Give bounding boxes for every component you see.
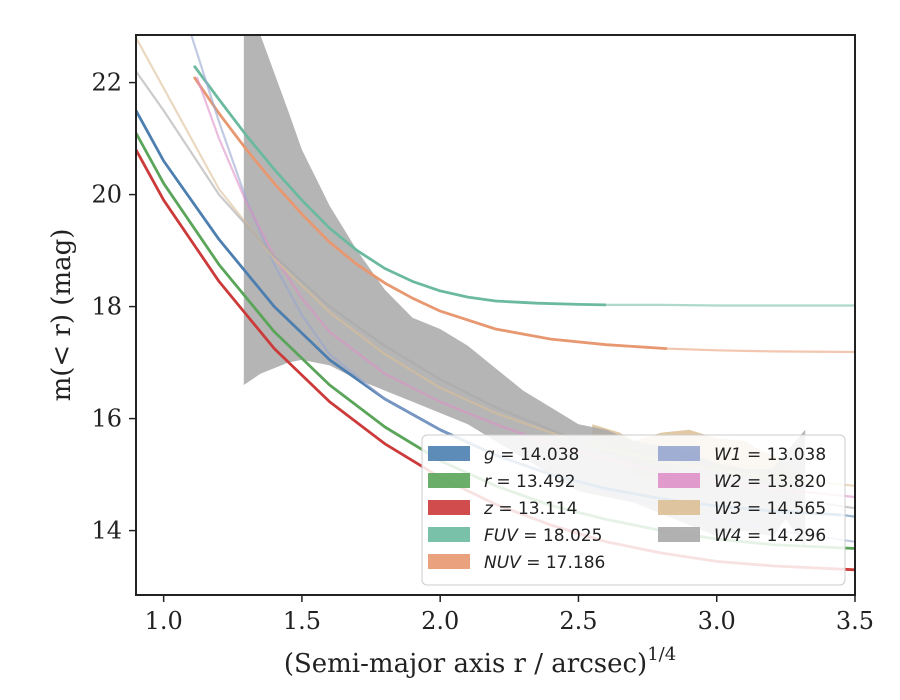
y-axis-title: m(< r) (mag) [47, 229, 77, 402]
legend-swatch-r [428, 473, 470, 488]
legend-box [421, 434, 846, 586]
x-tick-label: 2.5 [559, 607, 597, 635]
x-axis-title: (Semi-major axis r / arcsec)1/4 [284, 644, 676, 679]
extrapolation-nuv [666, 347, 855, 354]
y-tick-label: 14 [91, 517, 122, 545]
y-tick-label: 16 [91, 405, 122, 433]
legend-label-w1: W1 = 13.038 [714, 445, 826, 465]
plot-frame [135, 34, 856, 596]
legend-swatch-nuv [428, 554, 470, 569]
legend-label-fuv: FUV = 18.025 [484, 526, 602, 546]
y-tick-label: 22 [91, 69, 122, 97]
legend-label-w4: W4 = 14.296 [714, 526, 826, 546]
line-fuv [192, 64, 607, 307]
extrapolation-fuv [606, 303, 855, 307]
legend-label-nuv: NUV = 17.186 [484, 553, 605, 573]
legend-swatch-g [428, 446, 470, 461]
legend-swatch-w1 [658, 446, 700, 461]
x-axis: 1.0 1.5 2.0 2.5 3.0 3.5 [145, 595, 874, 635]
legend-label-w3: W3 = 14.565 [714, 499, 826, 519]
x-tick-label: 3.0 [698, 607, 736, 635]
legend-swatch-w3 [658, 500, 700, 515]
x-tick-label: 1.5 [283, 607, 321, 635]
legend-label-r: r = 13.492 [484, 472, 576, 492]
legend-label-z: z = 13.114 [483, 499, 577, 519]
legend-swatch-fuv [428, 527, 470, 542]
y-tick-label: 20 [91, 181, 122, 209]
legend-swatch-z [428, 500, 470, 515]
legend-label-w2: W2 = 13.820 [714, 472, 826, 492]
legend-swatch-w2 [658, 473, 700, 488]
x-tick-label: 1.0 [145, 607, 183, 635]
y-axis: 14 16 18 20 22 [91, 69, 136, 545]
line-nuv [192, 76, 668, 350]
x-tick-label: 3.5 [836, 607, 874, 635]
legend-swatch-w4 [658, 527, 700, 542]
x-tick-label: 2.0 [421, 607, 459, 635]
y-tick-label: 18 [91, 293, 122, 321]
legend: g = 14.038 r = 13.492 z = 13.114 FUV = 18.0… [421, 434, 846, 586]
legend-label-g: g = 14.038 [484, 445, 579, 465]
